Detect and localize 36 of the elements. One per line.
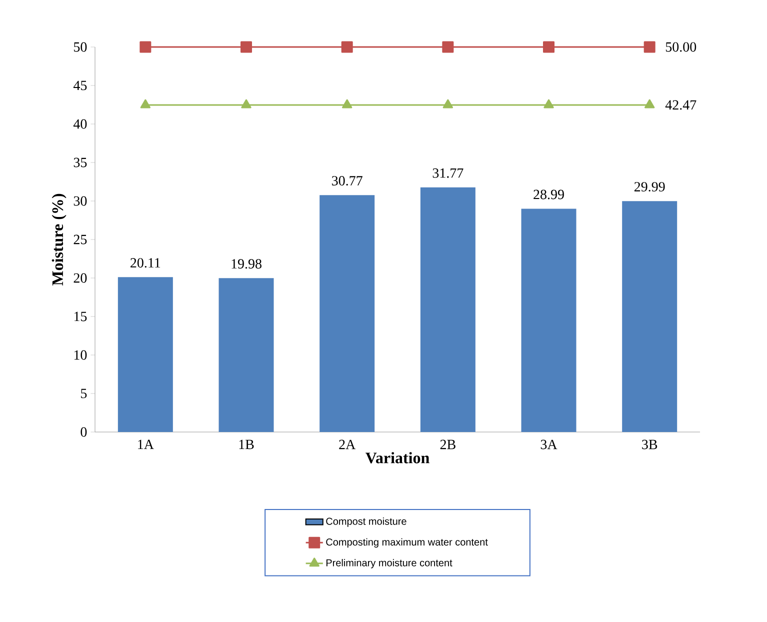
y-tick-label: 5 <box>81 388 87 398</box>
y-tick-label: 25 <box>74 234 87 244</box>
y-tick-label: 40 <box>73 119 87 129</box>
y-tick-label: 30 <box>74 196 87 206</box>
bar <box>420 187 476 432</box>
bar <box>118 277 173 432</box>
bar <box>218 278 274 432</box>
data-label: 50.00 <box>666 42 696 52</box>
x-tick-label: 3B <box>642 440 658 450</box>
y-tick-label: 0 <box>80 427 87 437</box>
y-tick-label: 50 <box>74 42 87 52</box>
bar <box>521 208 576 432</box>
y-tick-label: 20 <box>74 273 87 283</box>
legend-label: Composting maximum water content <box>326 538 488 548</box>
x-tick-label: 2A <box>339 440 356 450</box>
y-tick-label: 45 <box>73 80 87 90</box>
x-tick-label: 3A <box>540 440 558 450</box>
y-axis-title: Moisture (%) <box>52 194 66 286</box>
x-tick-label: 2B <box>440 440 456 450</box>
y-tick-label: 35 <box>74 158 87 168</box>
x-tick-label: 1A <box>138 440 154 450</box>
x-tick-label: 1B <box>239 440 254 450</box>
data-label: 29.99 <box>634 182 665 192</box>
x-axis-title: Variation <box>366 452 430 464</box>
data-label: 20.11 <box>130 258 160 268</box>
data-label: 31.77 <box>432 168 464 178</box>
y-tick-label: 15 <box>74 312 87 322</box>
legend-label: Preliminary moisture content <box>326 558 452 568</box>
data-label: 42.47 <box>665 100 696 110</box>
data-label: 28.99 <box>534 190 564 200</box>
data-label: 19.98 <box>232 259 262 269</box>
data-label: 30.77 <box>332 176 362 186</box>
bar <box>622 201 678 432</box>
legend-label: Compost moisture <box>326 518 406 527</box>
y-tick-label: 10 <box>74 350 87 360</box>
bar <box>320 195 375 432</box>
